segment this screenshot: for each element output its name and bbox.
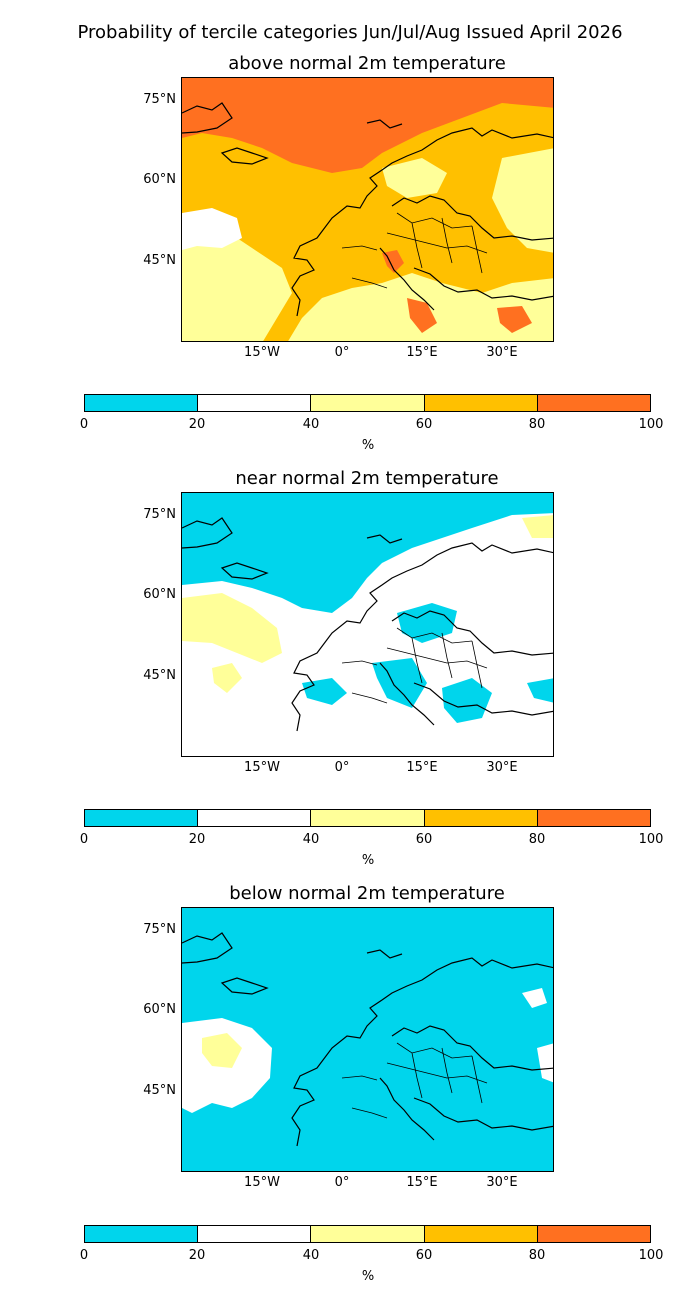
colorbar-segment-40-60 — [310, 810, 424, 826]
lon-label-near-15w: 15°W — [244, 760, 280, 775]
colorbar-tick-0: 0 — [79, 1248, 89, 1263]
colorbar-tick-20: 20 — [188, 1248, 206, 1263]
coast-below — [182, 932, 553, 1147]
colorbar-tick-0: 0 — [79, 832, 89, 847]
lon-label-below-0: 0° — [334, 1175, 350, 1190]
colorbar-tick-20: 20 — [188, 417, 206, 432]
lon-label-below-15w: 15°W — [244, 1175, 280, 1190]
lat-label-below-60: 60°N — [143, 1002, 176, 1017]
field-below-yellow — [202, 1033, 242, 1068]
colorbar-segment-80-100 — [536, 395, 651, 411]
lon-label-near-15e: 15°E — [406, 760, 438, 775]
colorbar-tick-60: 60 — [415, 832, 433, 847]
colorbar-below — [84, 1225, 651, 1243]
field-near-cyan-centre — [302, 603, 553, 723]
colorbar-tick-20: 20 — [188, 832, 206, 847]
lat-label-below-45: 45°N — [143, 1083, 176, 1098]
field-above-red-south — [382, 250, 532, 333]
colorbar-segment-40-60 — [310, 1226, 424, 1242]
lon-label-above-15e: 15°E — [406, 345, 438, 360]
lat-label-below-75: 75°N — [143, 922, 176, 937]
colorbar-tick-100: 100 — [638, 417, 664, 432]
field-above-yellow-east — [382, 148, 553, 253]
colorbar-segment-80-100 — [536, 810, 651, 826]
colorbar-segment-60-80 — [423, 810, 537, 826]
map-below-normal — [181, 907, 554, 1172]
colorbar-segment-20-40 — [197, 1226, 311, 1242]
field-near-yellow — [182, 515, 553, 693]
colorbar-tick-80: 80 — [528, 1248, 546, 1263]
lat-label-near-60: 60°N — [143, 587, 176, 602]
lat-label-above-75: 75°N — [143, 92, 176, 107]
map-near-normal — [181, 492, 554, 757]
field-above-white — [182, 208, 242, 250]
field-below-white — [182, 988, 553, 1113]
lat-label-near-75: 75°N — [143, 507, 176, 522]
colorbar-tick-0: 0 — [79, 417, 89, 432]
lon-label-near-30e: 30°E — [486, 760, 518, 775]
panel-below-title: below normal 2m temperature — [229, 883, 505, 904]
colorbar-segment-0-20 — [85, 810, 198, 826]
colorbar-segment-20-40 — [197, 810, 311, 826]
panel-near-title: near normal 2m temperature — [235, 468, 499, 489]
borders-below — [341, 1042, 488, 1119]
colorbar-tick-80: 80 — [528, 832, 546, 847]
figure-title: Probability of tercile categories Jun/Ju… — [77, 22, 623, 43]
lon-label-above-30e: 30°E — [486, 345, 518, 360]
colorbar-tick-60: 60 — [415, 417, 433, 432]
lat-label-above-60: 60°N — [143, 172, 176, 187]
colorbar-tick-80: 80 — [528, 417, 546, 432]
borders-above — [341, 212, 488, 289]
colorbar-tick-40: 40 — [302, 832, 320, 847]
field-near-cyan-north — [182, 493, 553, 613]
panel-above-title: above normal 2m temperature — [228, 53, 506, 74]
colorbar-segment-20-40 — [197, 395, 311, 411]
colorbar-segment-80-100 — [536, 1226, 651, 1242]
colorbar-tick-40: 40 — [302, 1248, 320, 1263]
lon-label-near-0: 0° — [334, 760, 350, 775]
colorbar-segment-60-80 — [423, 395, 537, 411]
lon-label-above-0: 0° — [334, 345, 350, 360]
lon-label-below-30e: 30°E — [486, 1175, 518, 1190]
colorbar-unit: % — [361, 1269, 375, 1284]
coast-near — [182, 517, 553, 732]
colorbar-tick-40: 40 — [302, 417, 320, 432]
lon-label-above-15w: 15°W — [244, 345, 280, 360]
colorbar-above — [84, 394, 651, 412]
colorbar-unit: % — [361, 853, 375, 868]
colorbar-segment-40-60 — [310, 395, 424, 411]
colorbar-segment-60-80 — [423, 1226, 537, 1242]
colorbar-unit: % — [361, 438, 375, 453]
colorbar-near — [84, 809, 651, 827]
colorbar-tick-100: 100 — [638, 832, 664, 847]
colorbar-tick-60: 60 — [415, 1248, 433, 1263]
lat-label-near-45: 45°N — [143, 668, 176, 683]
borders-near — [341, 627, 488, 704]
coast-above — [182, 102, 553, 317]
colorbar-segment-0-20 — [85, 395, 198, 411]
colorbar-segment-0-20 — [85, 1226, 198, 1242]
lon-label-below-15e: 15°E — [406, 1175, 438, 1190]
colorbar-tick-100: 100 — [638, 1248, 664, 1263]
map-above-normal — [181, 77, 554, 342]
lat-label-above-45: 45°N — [143, 253, 176, 268]
field-above-red-north — [182, 78, 553, 173]
